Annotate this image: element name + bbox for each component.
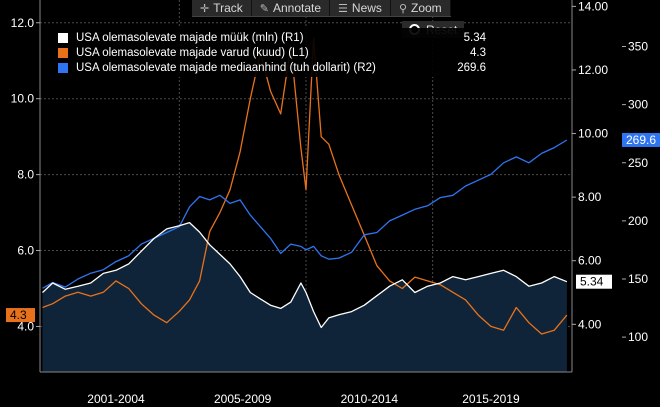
track-label: Track bbox=[213, 1, 243, 15]
legend-label-median-price: USA olemasolevate majade mediaanhind (tu… bbox=[76, 61, 376, 74]
tick-label-r2: 200 bbox=[628, 214, 648, 228]
tick-label-l1: 4.0 bbox=[17, 319, 34, 333]
tick-label-r1: 14.00 bbox=[578, 0, 608, 13]
tick-label-l1: 6.0 bbox=[17, 244, 34, 258]
badge-median-price: 269.6 bbox=[626, 133, 656, 147]
series-line-sales bbox=[42, 221, 568, 329]
legend-value-median-price: 269.6 bbox=[457, 61, 486, 74]
tick-label-x: 2010-2014 bbox=[341, 392, 399, 406]
news-button[interactable]: ☰ News bbox=[330, 0, 391, 16]
tick-label-r1: 6.00 bbox=[578, 254, 602, 268]
badge-inventory-bg bbox=[6, 308, 35, 323]
news-icon: ☰ bbox=[338, 1, 348, 15]
tick-label-r1: 10.00 bbox=[578, 127, 608, 141]
tick-label-r2: 350 bbox=[628, 40, 648, 54]
tick-label-l1: 12.0 bbox=[11, 16, 35, 30]
zoom-label: Zoom bbox=[411, 1, 442, 15]
legend-label-inventory: USA olemasolevate majade varud (kuud) (L… bbox=[76, 46, 309, 59]
chart-legend: USA olemasolevate majade müük (mln) (R1)… bbox=[52, 28, 492, 77]
badge-sales: 5.34 bbox=[580, 275, 604, 289]
chart-toolbar: ✛ Track ✎ Annotate ☰ News ⚲ Zoom bbox=[192, 0, 451, 17]
series-area-sales bbox=[42, 222, 567, 372]
magnifier-icon: ⚲ bbox=[398, 1, 407, 15]
series-line-inventory bbox=[42, 37, 568, 335]
legend-item-median-price[interactable]: USA olemasolevate majade mediaanhind (tu… bbox=[58, 60, 486, 75]
tick-label-x: 2001-2004 bbox=[87, 392, 145, 406]
last-value-badges: 4.3 5.34 269.6 bbox=[6, 132, 660, 323]
legend-value-sales: 5.34 bbox=[463, 31, 486, 44]
news-label: News bbox=[351, 1, 382, 15]
tick-label-r2: 250 bbox=[628, 156, 648, 170]
annotate-label: Annotate bbox=[273, 1, 322, 15]
legend-value-inventory: 4.3 bbox=[470, 46, 486, 59]
tick-label-r2: 300 bbox=[628, 98, 648, 112]
badge-sales-bg bbox=[576, 274, 612, 289]
zoom-button[interactable]: ⚲ Zoom bbox=[391, 0, 451, 16]
legend-swatch-median-price bbox=[58, 62, 68, 73]
crosshair-icon: ✛ bbox=[200, 1, 210, 15]
legend-swatch-sales bbox=[58, 32, 68, 43]
tick-label-l1: 10.0 bbox=[11, 92, 35, 106]
pencil-icon: ✎ bbox=[259, 1, 269, 15]
legend-label-sales: USA olemasolevate majade müük (mln) (R1) bbox=[76, 31, 304, 44]
legend-item-sales[interactable]: USA olemasolevate majade müük (mln) (R1)… bbox=[58, 30, 486, 45]
axes: 4.0 6.0 8.0 10.0 12.0 4.00 6.00 8.00 10.00 12.00 1… bbox=[11, 0, 648, 406]
tick-label-r1: 8.00 bbox=[578, 190, 602, 204]
series-line-median_price bbox=[42, 139, 568, 289]
tick-label-r2: 100 bbox=[628, 330, 648, 344]
tick-label-l1: 8.0 bbox=[17, 168, 34, 182]
tick-label-x: 2015-2019 bbox=[462, 392, 520, 406]
legend-swatch-inventory bbox=[58, 47, 68, 58]
tick-label-r1: 4.00 bbox=[578, 317, 602, 331]
badge-median-price-bg bbox=[622, 132, 660, 147]
tick-label-r1: 12.00 bbox=[578, 63, 608, 77]
badge-inventory: 4.3 bbox=[10, 308, 27, 322]
tick-label-x: 2005-2009 bbox=[214, 392, 272, 406]
plot-area bbox=[42, 37, 568, 372]
tick-label-r2: 150 bbox=[628, 272, 648, 286]
annotate-button[interactable]: ✎ Annotate bbox=[252, 0, 331, 16]
legend-item-inventory[interactable]: USA olemasolevate majade varud (kuud) (L… bbox=[58, 45, 486, 60]
track-button[interactable]: ✛ Track bbox=[192, 0, 252, 16]
